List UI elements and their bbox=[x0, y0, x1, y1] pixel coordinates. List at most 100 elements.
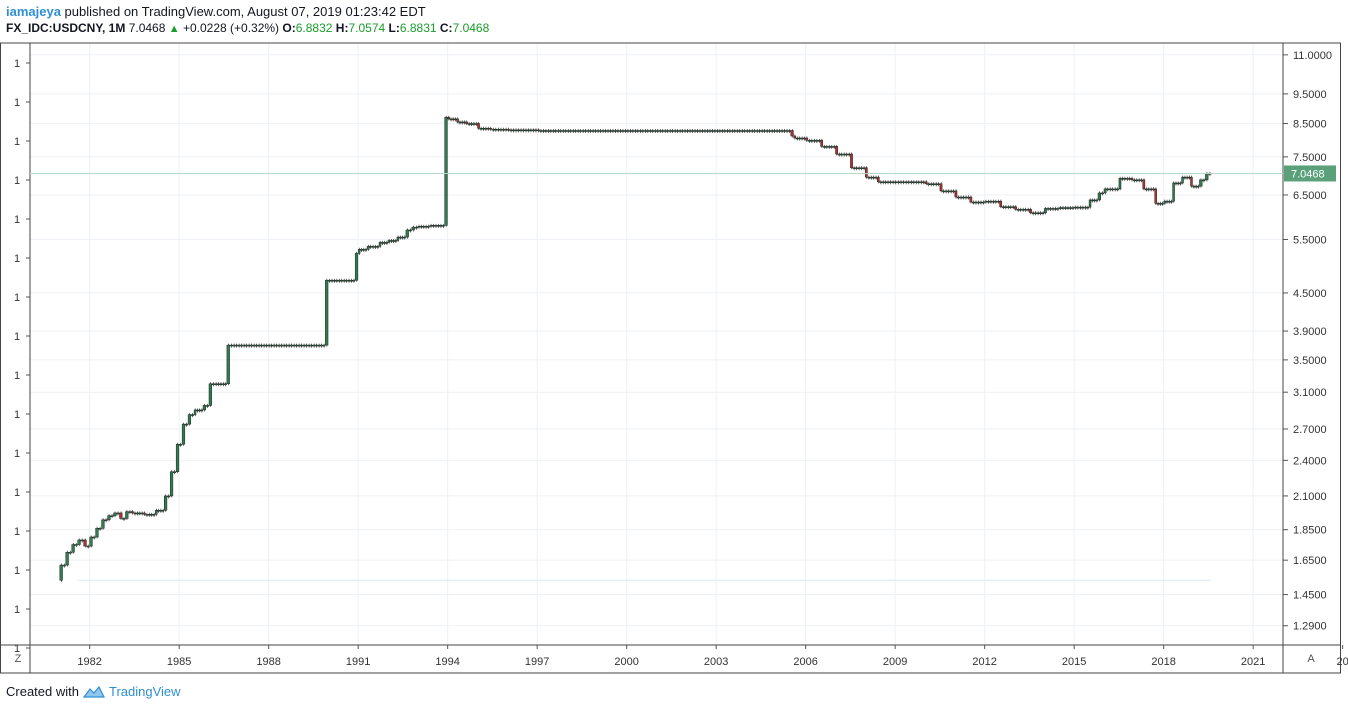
candle-body bbox=[330, 279, 334, 282]
candle-body bbox=[770, 130, 774, 132]
candle-body bbox=[138, 512, 141, 515]
candle-body bbox=[371, 246, 375, 248]
candle-body bbox=[1093, 199, 1096, 202]
candle-body bbox=[541, 130, 545, 132]
candle-body bbox=[830, 146, 833, 148]
candle-body bbox=[157, 510, 160, 512]
candle-body bbox=[929, 183, 933, 185]
candle-body bbox=[193, 409, 197, 415]
candle-body bbox=[509, 129, 513, 132]
candle-body bbox=[133, 512, 137, 515]
candle-body bbox=[116, 512, 120, 515]
candle-body bbox=[636, 130, 640, 132]
candle-body bbox=[1176, 182, 1180, 185]
candle-body bbox=[1049, 208, 1052, 210]
candle-body bbox=[1183, 176, 1186, 179]
candle-body bbox=[479, 128, 483, 130]
candle-body bbox=[374, 246, 377, 248]
candle-body bbox=[1009, 206, 1012, 208]
candle-body bbox=[198, 409, 201, 412]
candle-body bbox=[125, 511, 129, 519]
candle-body bbox=[1152, 188, 1155, 191]
candle-body bbox=[378, 242, 382, 247]
candle-body bbox=[463, 121, 466, 124]
candle-body bbox=[803, 137, 806, 140]
last-price-badge bbox=[1284, 165, 1336, 182]
candle-body bbox=[1066, 207, 1070, 209]
candle-body bbox=[881, 181, 885, 184]
candle-body bbox=[1031, 212, 1035, 215]
candle-body bbox=[959, 196, 963, 199]
candle-body bbox=[1123, 178, 1127, 180]
candle-body bbox=[131, 511, 134, 514]
candle-body bbox=[793, 135, 797, 139]
candle-body bbox=[65, 551, 69, 566]
candle-body bbox=[584, 130, 587, 132]
candle-body bbox=[504, 128, 508, 131]
candle-body bbox=[366, 246, 370, 250]
candle-body bbox=[733, 130, 737, 132]
candle-body bbox=[1167, 200, 1171, 203]
candle-body bbox=[986, 200, 990, 203]
candle-body bbox=[181, 423, 186, 445]
candle-body bbox=[886, 181, 890, 184]
candle-body bbox=[285, 344, 288, 347]
candle-body bbox=[472, 123, 476, 125]
candle-body bbox=[718, 130, 722, 132]
candle-body bbox=[447, 117, 450, 120]
candle-body bbox=[976, 201, 980, 204]
candle-body bbox=[815, 140, 819, 142]
candle-body bbox=[1147, 188, 1150, 191]
candle-body bbox=[554, 130, 558, 132]
candle-body bbox=[529, 129, 533, 132]
y-tick-label: 11.0000 bbox=[1293, 50, 1332, 62]
close-value: 7.0468 bbox=[452, 21, 490, 35]
footer: Created with TradingView bbox=[6, 684, 181, 699]
author-link[interactable]: iamajeya bbox=[6, 4, 61, 19]
candle-body bbox=[914, 181, 918, 184]
candle-body bbox=[345, 279, 348, 282]
left-tick-label: 1 bbox=[14, 253, 20, 265]
candle-body bbox=[663, 130, 667, 132]
candle-body bbox=[427, 225, 430, 228]
candle-body bbox=[899, 181, 903, 184]
x-tick-label: 1982 bbox=[77, 656, 101, 668]
candle-body bbox=[217, 383, 220, 385]
x-tick-label: 2015 bbox=[1062, 656, 1086, 668]
candle-body bbox=[1068, 207, 1072, 209]
candle-body bbox=[701, 130, 704, 132]
candle-body bbox=[616, 130, 620, 132]
candle-body bbox=[190, 414, 195, 416]
candle-body bbox=[1165, 200, 1169, 203]
x-tick-label: 1988 bbox=[256, 656, 280, 668]
candle-body bbox=[1036, 212, 1040, 215]
candle-body bbox=[827, 146, 831, 148]
candle-body bbox=[1135, 179, 1138, 182]
tradingview-link[interactable]: TradingView bbox=[108, 684, 181, 699]
candle-body bbox=[820, 140, 824, 147]
candle-body bbox=[596, 130, 600, 132]
candle-body bbox=[705, 130, 709, 132]
candle-body bbox=[219, 383, 223, 385]
tradingview-logo-icon bbox=[82, 685, 105, 698]
candle-body bbox=[1081, 206, 1085, 209]
candle-body bbox=[383, 242, 386, 244]
y-tick-label: 3.5000 bbox=[1293, 355, 1327, 367]
candle-body bbox=[519, 129, 523, 132]
candle-body bbox=[362, 249, 365, 251]
candle-body bbox=[693, 130, 697, 132]
candle-body bbox=[499, 128, 503, 131]
zoom-button[interactable]: Z bbox=[14, 653, 22, 665]
candle-body bbox=[1019, 209, 1022, 211]
candle-body bbox=[422, 225, 425, 228]
candle-body bbox=[1163, 200, 1166, 204]
candle-body bbox=[904, 181, 908, 184]
candle-body bbox=[939, 183, 943, 192]
auto-scale-button[interactable]: A bbox=[1307, 653, 1315, 665]
candle-body bbox=[800, 137, 804, 140]
candle-body bbox=[760, 130, 764, 132]
candle-body bbox=[1004, 206, 1007, 208]
left-tick-label: 1 bbox=[14, 370, 20, 382]
candle-body bbox=[773, 130, 776, 132]
